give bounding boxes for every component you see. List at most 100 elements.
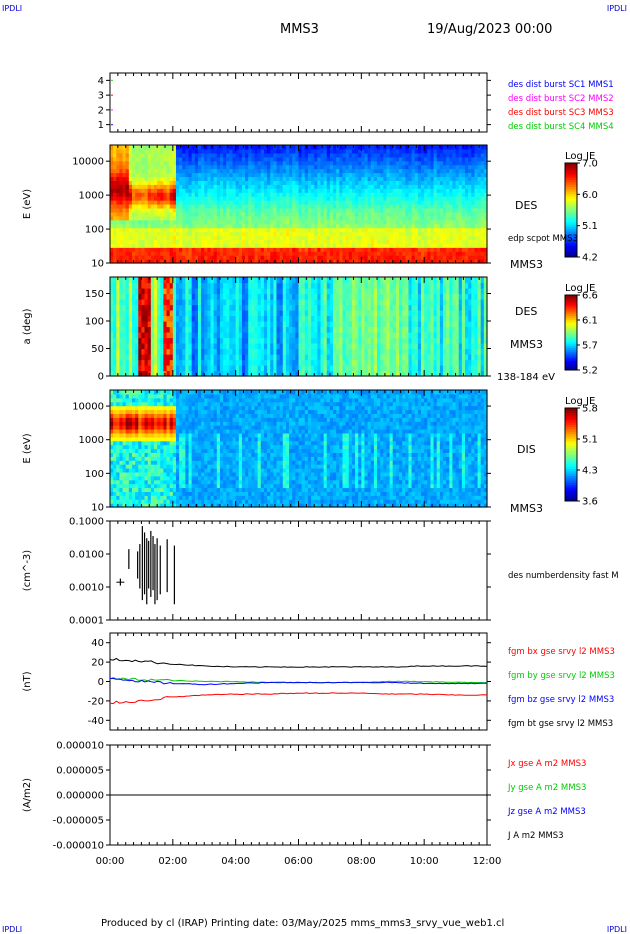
spectrogram-cell: [141, 223, 146, 229]
spectrogram-cell: [449, 255, 454, 260]
spectrogram-cell: [229, 215, 234, 221]
spectrogram-cell: [185, 148, 190, 154]
spectrogram-cell: [207, 188, 212, 193]
spectrogram-cell: [377, 243, 381, 248]
spectrogram-cell: [323, 227, 328, 233]
spectrogram-cell: [270, 282, 274, 289]
spectrogram-cell: [251, 192, 256, 197]
spectrogram-cell: [251, 299, 256, 306]
spectrogram-cell: [298, 251, 303, 256]
spectrogram-cell: [282, 219, 287, 225]
spectrogram-cell: [323, 184, 328, 189]
spectrogram-cell: [480, 152, 485, 158]
spectrogram-cell: [223, 239, 227, 244]
spectrogram-cell: [465, 247, 469, 252]
spectrogram-cell: [298, 223, 303, 229]
spectrogram-cell: [483, 145, 488, 150]
spectrogram-cell: [307, 152, 312, 158]
spectrogram-cell: [254, 148, 259, 154]
spectrogram-cell: [377, 200, 381, 205]
spectrogram-cell: [430, 243, 435, 248]
spectrogram-cell: [194, 207, 199, 213]
spectrogram-cell: [238, 164, 243, 170]
spectrogram-cell: [144, 310, 149, 317]
spectrogram-cell: [213, 219, 218, 225]
spectrogram-cell: [141, 211, 146, 217]
spectrogram-cell: [361, 247, 366, 252]
spectrogram-cell: [458, 184, 463, 189]
spectrogram-cell: [483, 247, 488, 252]
spectrogram-cell: [483, 192, 488, 197]
spectrogram-cell: [241, 168, 246, 174]
spectrogram-cell: [147, 207, 152, 213]
spectrogram-cell: [320, 152, 325, 158]
spectrogram-cell: [232, 176, 237, 181]
spectrogram-cell: [169, 215, 174, 221]
spectrogram-cell: [254, 211, 259, 217]
spectrogram-cell: [138, 172, 143, 178]
spectrogram-cell: [141, 359, 146, 366]
spectrogram-cell: [166, 192, 171, 197]
spectrogram-cell: [458, 176, 463, 181]
spectrogram-cell: [166, 184, 171, 189]
spectrogram-cell: [241, 204, 246, 209]
spectrogram-cell: [179, 321, 183, 328]
spectrogram-cell: [251, 160, 256, 166]
spectrogram-cell: [241, 337, 246, 344]
spectrogram-cell: [122, 354, 127, 361]
spectrogram-cell: [386, 259, 391, 264]
spectrogram-cell: [351, 255, 356, 260]
spectrogram-cell: [402, 192, 406, 197]
spectrogram-cell: [182, 172, 186, 178]
spectrogram-cell: [405, 219, 410, 225]
spectrogram-cell: [157, 337, 161, 344]
spectrogram-cell: [411, 156, 416, 162]
spectrogram-cell: [210, 251, 215, 256]
spectrogram-cell: [392, 231, 397, 237]
spectrogram-cell: [257, 326, 262, 333]
spectrogram-cell: [477, 235, 482, 240]
spectrogram-cell: [254, 365, 259, 372]
spectrogram-cell: [380, 247, 384, 252]
spectrogram-cell: [276, 332, 281, 339]
spectrogram-cell: [276, 215, 281, 221]
spectrogram-cell: [389, 207, 394, 213]
spectrogram-cell: [421, 188, 425, 193]
spectrogram-cell: [430, 168, 435, 174]
spectrogram-cell: [194, 354, 199, 361]
spectrogram-cell: [483, 243, 488, 248]
spectrogram-cell: [263, 239, 268, 244]
spectrogram-cell: [402, 148, 406, 154]
spectrogram-cell: [471, 207, 476, 213]
spectrogram-cell: [169, 176, 174, 181]
spectrogram-cell: [433, 211, 438, 217]
spectrogram-cell: [474, 180, 479, 185]
spectrogram-cell: [267, 211, 271, 217]
spectrogram-cell: [304, 204, 309, 209]
spectrogram-cell: [194, 200, 199, 205]
spectrogram-cell: [238, 293, 243, 300]
spectrogram-cell: [254, 196, 259, 201]
spectrogram-cell: [455, 164, 460, 170]
spectrogram-cell: [377, 223, 381, 229]
spectrogram-cell: [446, 156, 450, 162]
spectrogram-cell: [320, 148, 325, 154]
spectrogram-cell: [172, 282, 177, 289]
spectrogram-cell: [446, 176, 450, 181]
spectrogram-cell: [452, 152, 457, 158]
spectrogram-cell: [210, 332, 215, 339]
spectrogram-cell: [219, 196, 224, 201]
spectrogram-cell: [191, 231, 196, 237]
spectrogram-cell: [131, 172, 136, 178]
spectrogram-cell: [439, 219, 444, 225]
spectrogram-cell: [179, 160, 183, 166]
spectrogram-cell: [292, 332, 296, 339]
spectrogram-cell: [141, 215, 146, 221]
spectrogram-cell: [285, 168, 290, 174]
spectrogram-cell: [232, 288, 237, 295]
spectrogram-cell: [270, 304, 274, 311]
spectrogram-cell: [345, 251, 350, 256]
spectrogram-cell: [213, 247, 218, 252]
spectrogram-cell: [128, 164, 133, 170]
spectrogram-cell: [471, 219, 476, 225]
